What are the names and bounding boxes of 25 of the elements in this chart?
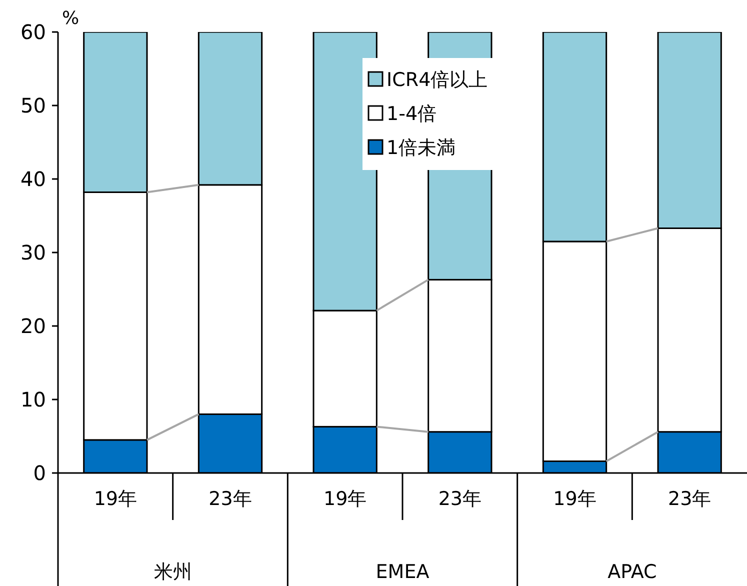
bar xyxy=(312,32,378,312)
x-tick-label: 23年 xyxy=(208,488,252,510)
y-tick-label: 20 xyxy=(20,314,46,338)
legend-label: ICR4倍以上 xyxy=(386,69,488,91)
x-tick-label: 19年 xyxy=(323,488,367,510)
bar xyxy=(542,32,608,242)
text: EMEA xyxy=(376,561,430,583)
x-tick-label: 23年 xyxy=(438,488,482,510)
y-tick-label: 40 xyxy=(20,167,46,191)
bar xyxy=(198,32,263,186)
y-axis-title: % xyxy=(62,8,80,29)
y-tick-label: 10 xyxy=(20,388,46,412)
y-tick-label: 30 xyxy=(20,240,46,264)
bar xyxy=(83,32,148,193)
y-tick-label: 60 xyxy=(20,20,46,44)
x-tick-label: 19年 xyxy=(94,488,138,510)
y-tick-label: 0 xyxy=(33,461,46,485)
x-tick-label: 19年 xyxy=(553,488,596,510)
legend-label: 1倍未満 xyxy=(386,137,456,159)
legend-label: 1-4倍 xyxy=(386,103,437,125)
text: APAC xyxy=(608,561,657,583)
x-tick-label: 23年 xyxy=(668,488,712,510)
bar xyxy=(657,32,722,229)
text: 米州 xyxy=(154,561,192,583)
y-tick-label: 50 xyxy=(20,94,46,118)
